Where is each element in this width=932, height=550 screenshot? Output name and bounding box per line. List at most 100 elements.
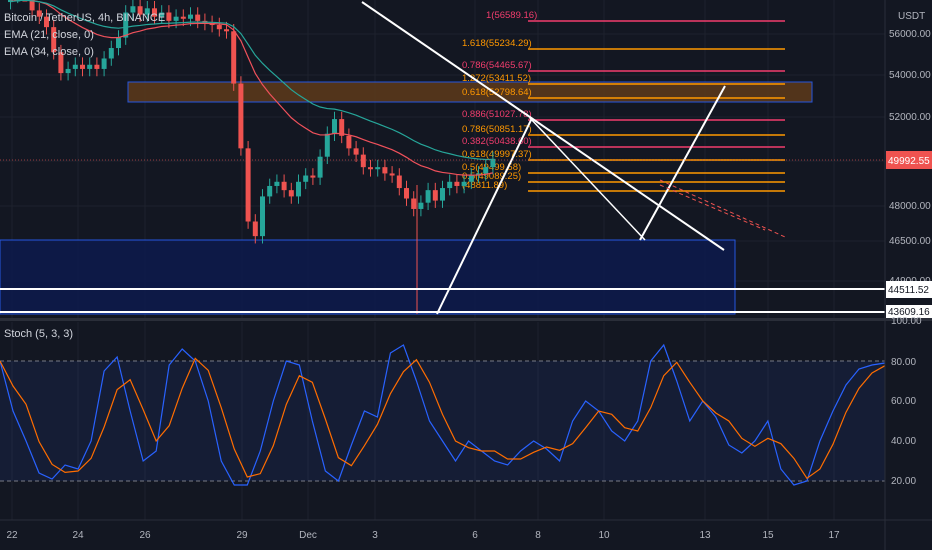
candle-body-67: [483, 167, 489, 174]
candle-body-27: [195, 14, 201, 21]
marker-2-badge: [886, 305, 932, 318]
candle-body-9: [65, 68, 71, 74]
candle-body-42: [303, 175, 309, 182]
channel-line-2[interactable]: [639, 85, 726, 241]
candle-body-5: [36, 10, 42, 17]
candle-body-59: [425, 190, 431, 203]
candle-body-34: [245, 148, 251, 222]
time-tick-0: 22: [6, 530, 18, 541]
candle-body-35: [252, 221, 258, 237]
pane-divider[interactable]: [0, 318, 932, 321]
candle-body-24: [173, 16, 179, 21]
stoch-d-line: [0, 357, 886, 480]
ema34-legend[interactable]: EMA (34, close, 0): [4, 46, 94, 58]
time-axis[interactable]: 22 24 26 29 Dec 3 6 8 10 13 15 17: [6, 530, 840, 541]
candle-body-10: [72, 64, 78, 69]
candle-body-55: [396, 175, 402, 189]
candle-body-62: [447, 181, 453, 189]
fib-label-10: 0.5(49089.25): [462, 171, 521, 182]
candle-body-49: [353, 148, 359, 155]
fib-label-6: 0.786(50851.17): [462, 124, 532, 135]
candle-body-6: [44, 16, 49, 28]
stoch-tick-1: 80.00: [891, 357, 916, 368]
ema34-line: [10, 0, 493, 161]
fib-label-1: 1.618(55234.29): [462, 38, 532, 49]
ema21-legend[interactable]: EMA (21, close, 0): [4, 29, 94, 41]
candle-body-32: [231, 31, 237, 84]
candle-body-68: [490, 158, 496, 168]
candle-body-40: [288, 190, 294, 197]
candles-layer: [8, 0, 496, 314]
candle-body-52: [375, 167, 381, 170]
fib-label-11: (48811.89): [462, 180, 507, 191]
fib-label-5: 0.886(51027.78): [462, 109, 532, 120]
ema-layer: [10, 0, 494, 176]
channel-line-1[interactable]: [529, 117, 646, 241]
stoch-tick-4: 20.00: [891, 476, 916, 487]
marker-1-badge: [886, 281, 932, 298]
drawings-layer: [0, 1, 885, 315]
candle-body-12: [87, 64, 93, 69]
candle-body-43: [310, 175, 316, 178]
fib-label-7: 0.382(50438.60): [462, 136, 532, 147]
candle-body-41: [296, 181, 301, 197]
projection-dashed-1: [659, 184, 766, 231]
candle-body-57: [411, 198, 417, 209]
fib-label-2: 0.786(54465.67): [462, 60, 532, 71]
candle-body-20: [144, 8, 150, 15]
candle-body-64: [461, 181, 467, 186]
support-zone[interactable]: [0, 239, 736, 315]
candle-body-50: [360, 154, 366, 168]
fib-layer: 1(56589.16) 1.618(55234.29) 0.786(54465.67…: [462, 10, 785, 192]
fib-label-8: 0.618(49997.37): [462, 149, 532, 160]
price-tick-1: 54000.00: [889, 70, 931, 81]
candle-body-48: [346, 135, 352, 149]
candle-body-25: [180, 16, 186, 19]
currency-label: USDT: [898, 11, 925, 22]
time-tick-1: 24: [72, 530, 84, 541]
stoch-k-line: [0, 343, 886, 486]
candle-body-19: [137, 6, 143, 15]
fib-label-0: 1(56589.16): [486, 10, 537, 21]
time-tick-5: 3: [372, 530, 378, 541]
stoch-legend[interactable]: Stoch (5, 3, 3): [4, 328, 74, 340]
trendline-descending[interactable]: [361, 1, 725, 251]
time-tick-7: 8: [535, 530, 541, 541]
candle-body-58: [418, 202, 424, 209]
candle-body-23: [166, 12, 172, 21]
candle-body-37: [267, 185, 273, 197]
candle-body-13: [94, 64, 100, 69]
stoch-axis[interactable]: 100.00 80.00 60.00 40.00 20.00: [891, 316, 922, 487]
time-tick-8: 10: [598, 530, 610, 541]
resistance-zone[interactable]: [127, 81, 813, 103]
trendline-ascending[interactable]: [436, 117, 533, 315]
candle-body-26: [188, 14, 193, 19]
current-price-badge: [886, 151, 932, 169]
time-tick-3: 29: [236, 530, 248, 541]
candle-body-54: [389, 173, 395, 176]
candle-body-47: [339, 119, 345, 136]
candle-body-39: [281, 181, 287, 191]
price-tick-2: 52000.00: [889, 112, 931, 123]
price-axis[interactable]: USDT56000.0054000.0052000.0050000.004800…: [886, 0, 932, 318]
candle-body-7: [51, 27, 57, 53]
candle-body-21: [152, 8, 157, 17]
current-price-value: 49992.55: [888, 156, 930, 167]
candle-body-53: [382, 167, 388, 174]
candle-body-4: [29, 0, 35, 11]
zones-layer: [0, 81, 813, 315]
stoch-tick-3: 40.00: [891, 436, 916, 447]
chart-legend[interactable]: Bitcoin / TetherUS, 4h, BINANCE EMA (21,…: [4, 10, 165, 61]
candle-body-33: [238, 83, 244, 149]
candle-body-45: [324, 133, 330, 157]
price-tick-4: 48000.00: [889, 201, 931, 212]
candle-body-56: [404, 188, 409, 199]
candle-body-22: [159, 12, 165, 17]
symbol-title[interactable]: Bitcoin / TetherUS, 4h, BINANCE: [4, 12, 166, 24]
candle-body-63: [454, 181, 460, 186]
candle-body-65: [468, 175, 474, 182]
fib-label-9: 0.5(49499.58): [462, 162, 521, 173]
candle-body-36: [260, 196, 265, 237]
time-tick-11: 17: [828, 530, 840, 541]
